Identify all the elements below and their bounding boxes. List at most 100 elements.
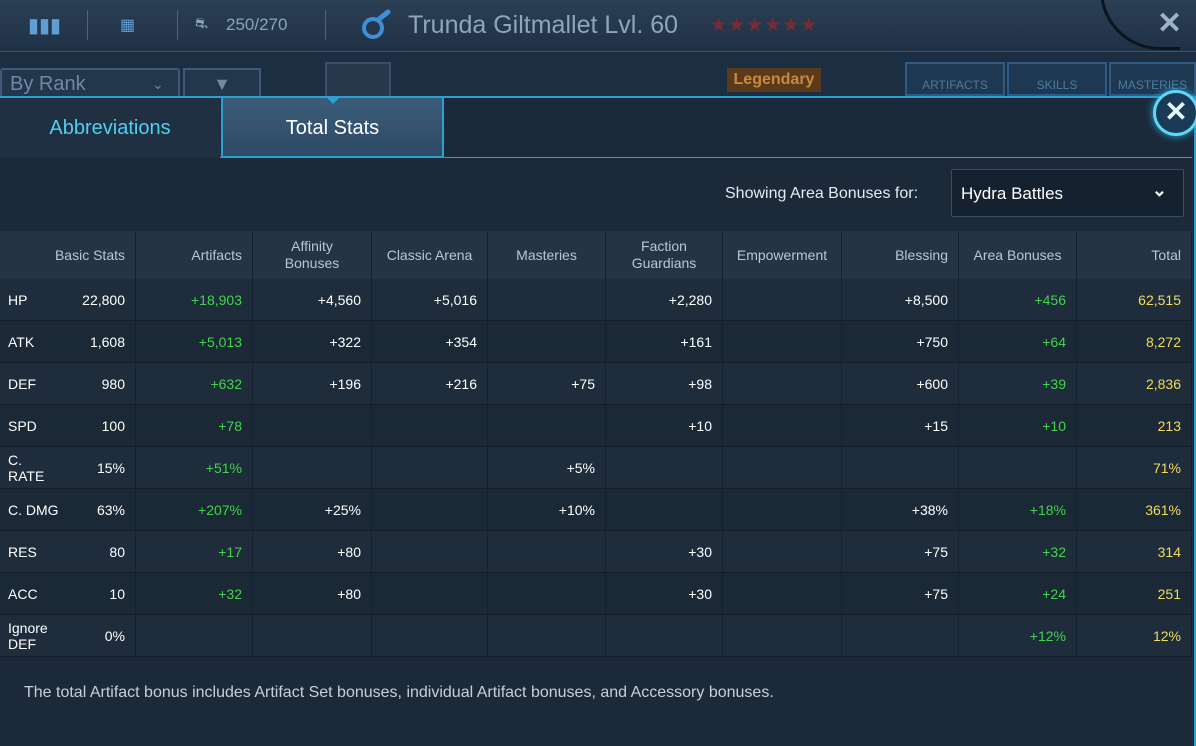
sort-label: By Rank <box>10 73 86 95</box>
grid-icon[interactable]: ▦ <box>120 17 136 34</box>
stat-masteries-value <box>488 573 606 614</box>
area-bonus-label: Showing Area Bonuses for: <box>725 185 919 202</box>
tab-total-stats[interactable]: Total Stats <box>221 98 444 158</box>
stat-area-value: +39 <box>959 363 1077 404</box>
table-row: ATK 1,608 +5,013 +322 +354 +161 +750 +64 8,272 <box>0 321 1192 363</box>
sort-order-button[interactable]: ▼ <box>183 68 261 98</box>
stat-total-value: 12% <box>1077 615 1192 656</box>
tab-skills[interactable]: SKILLS <box>1007 62 1107 96</box>
stat-affinity-value: +80 <box>253 573 372 614</box>
modal-close-button[interactable]: ✕ <box>1153 90 1196 136</box>
table-row: C. DMG 63% +207% +25% +10% +38% +18% 361% <box>0 489 1192 531</box>
helmet-icon: ⛐ <box>195 15 208 32</box>
columns-icon[interactable]: ▮▮▮ <box>28 15 62 37</box>
stat-blessing-value: +8,500 <box>842 279 959 320</box>
table-row: Ignore DEF 0% +12% 12% <box>0 615 1192 657</box>
stat-blessing-value: +600 <box>842 363 959 404</box>
stat-blessing-value: +750 <box>842 321 959 362</box>
tab-masteries[interactable]: MASTERIES <box>1109 62 1196 96</box>
tab-artifacts[interactable]: ARTIFACTS <box>905 62 1005 96</box>
stat-total-value: 62,515 <box>1077 279 1192 320</box>
divider <box>87 10 88 40</box>
area-bonus-value: Hydra Battles <box>961 184 1064 203</box>
stat-basic-value: 1,608 <box>70 321 136 362</box>
total-stats-modal: Abbreviations Total Stats ✕ Showing Area… <box>0 90 1196 746</box>
stat-name: RES <box>8 543 37 560</box>
stat-empower-value <box>723 279 842 320</box>
stat-area-value: +32 <box>959 531 1077 572</box>
stat-total-value: 361% <box>1077 489 1192 530</box>
table-row: ACC 10 +32 +80 +30 +75 +24 251 <box>0 573 1192 615</box>
stat-name: Ignore DEF <box>8 619 48 652</box>
sort-dropdown[interactable]: By Rank ⌄ <box>0 68 180 98</box>
stat-affinity-value <box>253 405 372 446</box>
stat-arena-value <box>372 489 488 530</box>
column-header: Affinity Bonuses <box>253 231 372 279</box>
stat-arena-value <box>372 573 488 614</box>
stat-area-value: +64 <box>959 321 1077 362</box>
stat-artifacts-value: +632 <box>136 363 253 404</box>
stat-area-value: +12% <box>959 615 1077 656</box>
faction-swirl-icon <box>362 9 391 39</box>
stat-faction-value: +30 <box>606 531 723 572</box>
stat-name: ATK <box>8 333 35 350</box>
stat-empower-value <box>723 615 842 656</box>
stat-total-value: 213 <box>1077 405 1192 446</box>
stat-area-value <box>959 447 1077 488</box>
champion-title: Trunda Giltmallet Lvl. 60 <box>408 11 679 39</box>
tab-pointer <box>325 96 341 104</box>
divider <box>177 10 178 40</box>
stat-basic-value: 980 <box>70 363 136 404</box>
stat-basic-value: 63% <box>70 489 136 530</box>
stat-empower-value <box>723 321 842 362</box>
stat-artifacts-value: +5,013 <box>136 321 253 362</box>
column-header: Masteries <box>488 231 606 279</box>
triangle-down-icon: ▼ <box>213 74 231 94</box>
stat-masteries-value <box>488 615 606 656</box>
stat-faction-value: +161 <box>606 321 723 362</box>
area-bonus-select[interactable]: Hydra Battles ⌄ <box>951 169 1184 217</box>
stat-masteries-value: +5% <box>488 447 606 488</box>
stat-basic-value: 15% <box>70 447 136 488</box>
tab-abbreviations[interactable]: Abbreviations <box>0 98 220 158</box>
champion-count: 250/270 <box>226 15 288 34</box>
stat-affinity-value: +25% <box>253 489 372 530</box>
chevron-down-icon: ⌄ <box>152 76 164 92</box>
stat-masteries-value: +10% <box>488 489 606 530</box>
stat-faction-value: +10 <box>606 405 723 446</box>
stat-faction-value <box>606 615 723 656</box>
stat-blessing-value: +15 <box>842 405 959 446</box>
table-row: SPD 100 +78 +10 +15 +10 213 <box>0 405 1192 447</box>
stat-faction-value: +98 <box>606 363 723 404</box>
stat-affinity-value: +4,560 <box>253 279 372 320</box>
column-header: Faction Guardians <box>606 231 723 279</box>
stat-arena-value <box>372 615 488 656</box>
close-icon[interactable]: ✕ <box>1157 7 1183 40</box>
stat-affinity-value <box>253 615 372 656</box>
stat-artifacts-value: +207% <box>136 489 253 530</box>
stat-total-value: 8,272 <box>1077 321 1192 362</box>
column-header: Artifacts <box>136 231 253 279</box>
column-header: Basic Stats <box>0 231 136 279</box>
stat-blessing-value: +38% <box>842 489 959 530</box>
column-header: Total <box>1077 231 1192 279</box>
column-header: Empowerment <box>723 231 842 279</box>
stat-empower-value <box>723 405 842 446</box>
stat-basic-value: 22,800 <box>70 279 136 320</box>
stat-masteries-value <box>488 279 606 320</box>
stat-total-value: 314 <box>1077 531 1192 572</box>
stat-arena-value <box>372 531 488 572</box>
stat-empower-value <box>723 363 842 404</box>
stat-masteries-value <box>488 321 606 362</box>
column-header: Blessing <box>842 231 959 279</box>
stat-artifacts-value: +18,903 <box>136 279 253 320</box>
stat-faction-value: +30 <box>606 573 723 614</box>
stat-basic-value: 80 <box>70 531 136 572</box>
stat-artifacts-value: +32 <box>136 573 253 614</box>
stat-basic-value: 100 <box>70 405 136 446</box>
stat-empower-value <box>723 531 842 572</box>
stat-artifacts-value <box>136 615 253 656</box>
table-row: C. RATE 15% +51% +5% 71% <box>0 447 1192 489</box>
stat-name: ACC <box>8 585 38 602</box>
stat-artifacts-value: +17 <box>136 531 253 572</box>
